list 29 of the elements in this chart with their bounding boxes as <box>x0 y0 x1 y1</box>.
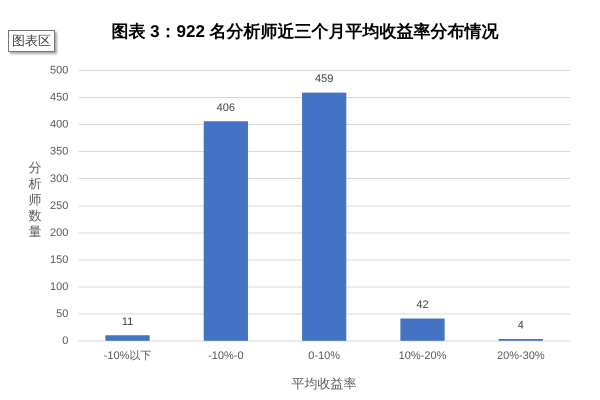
y-tick-label: 250 <box>50 200 68 212</box>
y-tick-label: 100 <box>50 281 68 294</box>
x-tick-label: 0-10% <box>308 350 340 362</box>
y-tick-label: 500 <box>50 64 68 76</box>
x-tick-label: 20%-30% <box>496 350 545 362</box>
x-tick-label: -10%以下 <box>104 348 152 362</box>
data-label: 459 <box>314 73 334 86</box>
y-axis-title: 分析师数量 <box>28 160 42 240</box>
y-tick-label: 200 <box>50 226 68 239</box>
chart-title: 图表 3：922 名分析师近三个月平均收益率分布情况 <box>111 22 500 41</box>
y-tick-label: 50 <box>56 308 68 320</box>
bar <box>302 92 346 341</box>
data-label: 42 <box>416 298 429 311</box>
x-tick-label: -10%-0 <box>208 350 244 362</box>
data-label: 406 <box>216 102 236 114</box>
y-tick-label: 350 <box>50 146 68 158</box>
x-axis-title: 平均收益率 <box>292 376 357 391</box>
bar <box>400 318 445 341</box>
bar <box>105 335 150 341</box>
text: 图表区 <box>8 30 55 52</box>
x-tick-label: 10%-20% <box>398 350 447 362</box>
y-tick-label: 450 <box>50 92 68 104</box>
y-tick-label: 300 <box>50 172 68 185</box>
y-tick-label: 0 <box>62 335 68 348</box>
bar <box>204 121 248 341</box>
data-label: 4 <box>518 320 524 332</box>
data-label: 11 <box>122 316 134 328</box>
y-tick-label: 400 <box>50 118 68 131</box>
y-tick-label: 150 <box>50 254 68 266</box>
